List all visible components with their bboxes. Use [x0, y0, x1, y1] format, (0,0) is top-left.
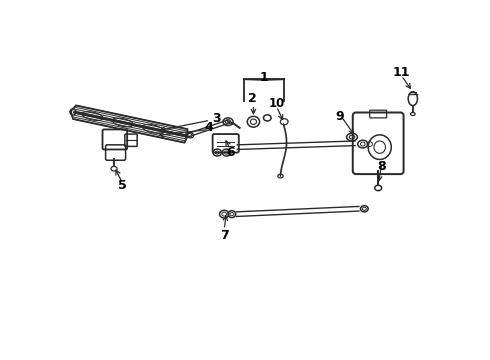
- Text: 8: 8: [378, 160, 386, 173]
- Text: 3: 3: [212, 112, 221, 125]
- Text: 2: 2: [247, 92, 256, 105]
- Text: 7: 7: [220, 229, 228, 242]
- Text: 10: 10: [269, 97, 285, 110]
- Text: 1: 1: [260, 71, 269, 84]
- Text: 5: 5: [118, 179, 127, 192]
- Text: 4: 4: [204, 121, 213, 134]
- Text: 9: 9: [335, 110, 344, 123]
- Text: 6: 6: [226, 146, 235, 159]
- Text: 11: 11: [392, 66, 410, 79]
